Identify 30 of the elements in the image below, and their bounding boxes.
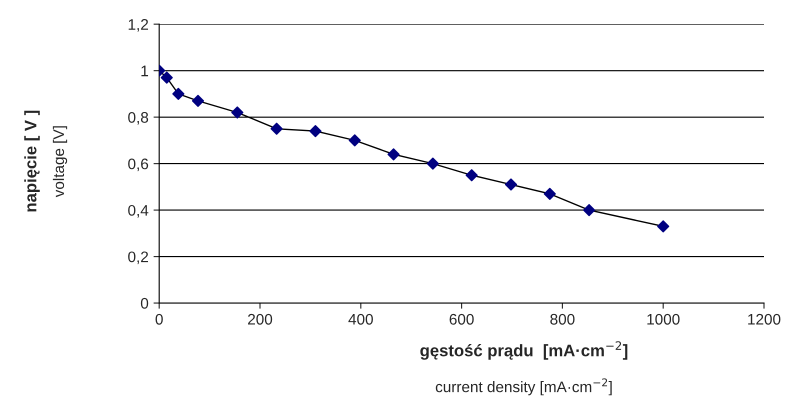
x-tick-label: 600 xyxy=(450,314,474,325)
x-tick-label: 200 xyxy=(248,314,272,325)
y-tick-label: 1 xyxy=(141,66,148,76)
x-tick-label: 0 xyxy=(156,314,163,325)
y-tick-label: 1,2 xyxy=(128,19,148,32)
y-tick-label: 0,8 xyxy=(128,112,148,125)
point xyxy=(160,72,173,84)
point xyxy=(348,134,361,146)
point xyxy=(504,178,518,191)
y-axis-title: napięcie [ V ] voltage [V] xyxy=(24,110,68,212)
point xyxy=(466,169,478,182)
point xyxy=(270,122,283,135)
y-tick-label: 0,6 xyxy=(128,158,148,172)
point xyxy=(426,158,439,170)
point xyxy=(309,125,322,138)
y-tick-label: 0 xyxy=(140,298,148,309)
text: gęstość prądu [mA·cm$^{−2}$] current density [mA·cm$^{−2}$] xyxy=(420,341,628,396)
point xyxy=(544,188,556,200)
x-tick-label: 1000 xyxy=(647,314,680,325)
point xyxy=(583,204,596,216)
point xyxy=(657,220,670,232)
y-tick-label: 0,2 xyxy=(128,251,148,264)
y-tick-label: 0,4 xyxy=(128,204,148,218)
x-tick-label: 800 xyxy=(550,314,575,325)
point xyxy=(231,106,244,119)
x-tick-label: 1200 xyxy=(748,314,780,325)
point xyxy=(172,88,184,100)
x-tick-label: 400 xyxy=(348,314,373,325)
point xyxy=(387,148,400,160)
point xyxy=(192,94,204,107)
